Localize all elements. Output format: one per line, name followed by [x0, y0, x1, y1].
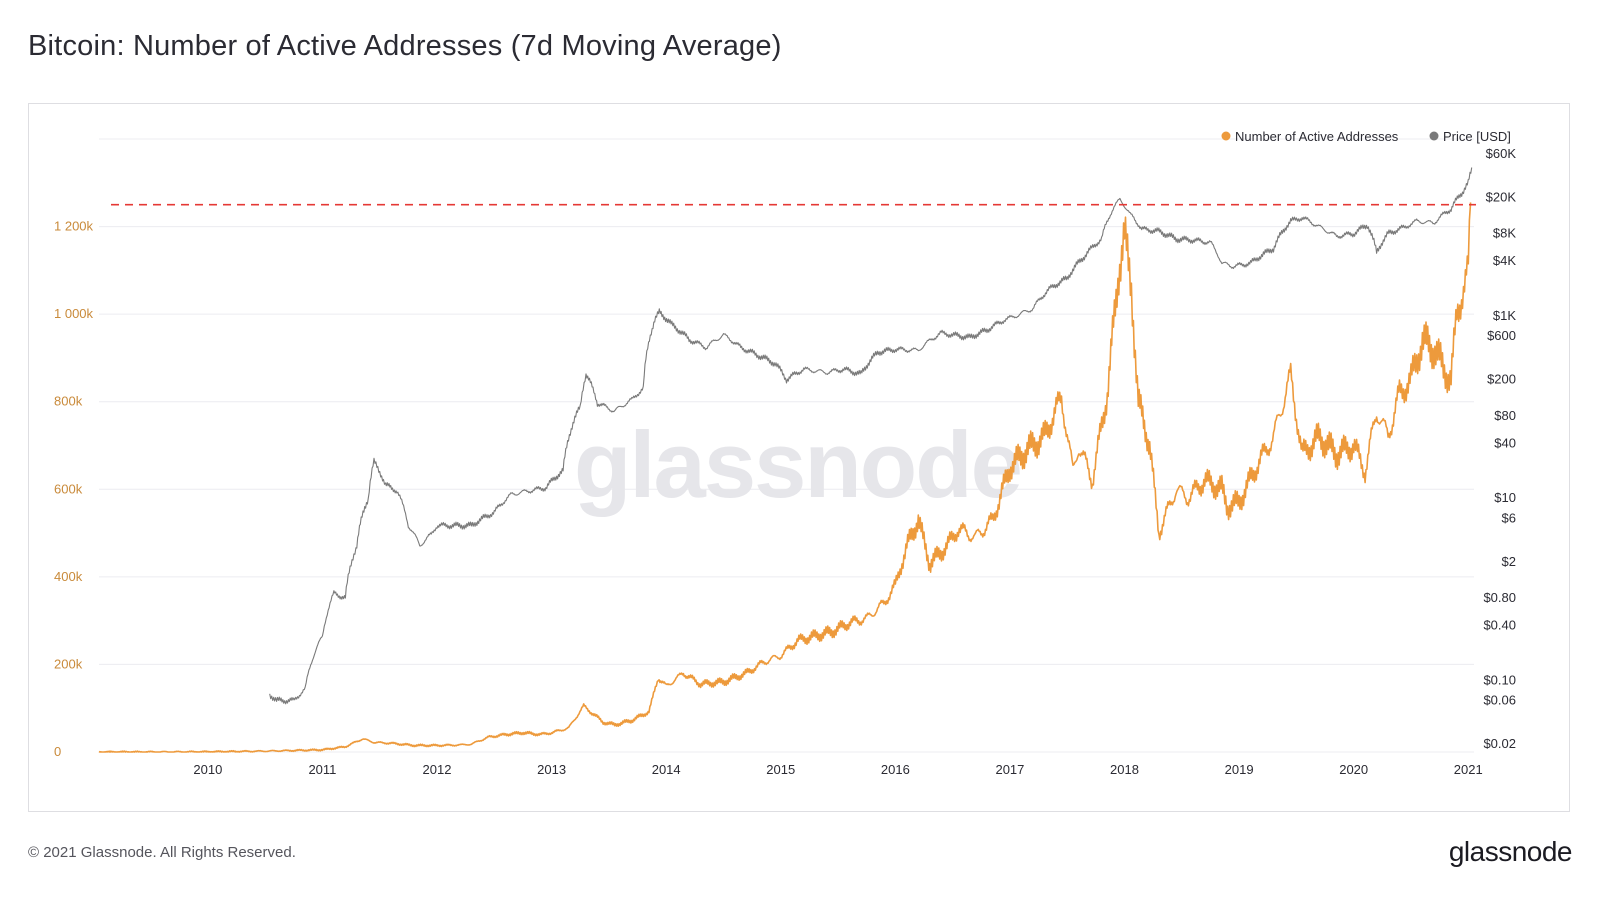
legend-swatch	[1429, 131, 1439, 141]
left-tick-label: 800k	[54, 394, 83, 409]
right-tick-label: $0.10	[1483, 672, 1516, 687]
left-tick-label: 1 200k	[54, 219, 94, 234]
right-tick-label: $40	[1494, 435, 1516, 450]
legend-label: Number of Active Addresses	[1235, 129, 1399, 144]
left-tick-label: 400k	[54, 569, 83, 584]
right-tick-label: $80	[1494, 408, 1516, 423]
x-tick-label: 2010	[193, 762, 222, 777]
x-tick-label: 2021	[1454, 762, 1483, 777]
right-tick-label: $8K	[1493, 226, 1516, 241]
right-tick-label: $4K	[1493, 253, 1516, 268]
right-tick-label: $6	[1502, 510, 1516, 525]
right-tick-label: $600	[1487, 328, 1516, 343]
right-tick-label: $0.40	[1483, 617, 1516, 632]
active-addresses-line	[98, 202, 1472, 753]
copyright-footer: © 2021 Glassnode. All Rights Reserved.	[28, 844, 296, 861]
x-tick-label: 2020	[1339, 762, 1368, 777]
watermark-text: glassnode	[574, 412, 1021, 517]
x-tick-label: 2015	[766, 762, 795, 777]
right-tick-label: $20K	[1486, 189, 1517, 204]
right-tick-label: $0.06	[1483, 693, 1516, 708]
legend[interactable]: Number of Active Addresses Price [USD]	[1221, 129, 1511, 144]
left-tick-label: 600k	[54, 481, 83, 496]
x-tick-label: 2011	[308, 762, 336, 777]
x-tick-label: 2018	[1110, 762, 1139, 777]
x-tick-label: 2017	[995, 762, 1024, 777]
x-tick-label: 2016	[881, 762, 910, 777]
legend-swatch	[1221, 131, 1231, 141]
right-tick-label: $1K	[1493, 308, 1516, 323]
right-axis-ticks: $0.02 $0.06 $0.10 $0.40 $0.80 $2 $6 $10 $40 $80 $2…	[1483, 146, 1516, 751]
left-tick-label: 200k	[54, 656, 83, 671]
left-tick-label: 0	[54, 744, 61, 759]
right-tick-label: $10	[1494, 490, 1516, 505]
right-tick-label: $60K	[1486, 146, 1517, 161]
glassnode-logo: glassnode	[1448, 836, 1573, 867]
x-tick-label: 2019	[1225, 762, 1254, 777]
x-tick-label: 2013	[537, 762, 566, 777]
x-tick-label: 2014	[652, 762, 681, 777]
chart-panel: glassnode 0 200k 400k 600k 800k 1 000k 1 200k …	[28, 103, 1570, 812]
left-axis-ticks: 0 200k 400k 600k 800k 1 000k 1 200k	[54, 219, 94, 759]
x-tick-label: 2012	[423, 762, 452, 777]
legend-label: Price [USD]	[1443, 129, 1511, 144]
chart-title: Bitcoin: Number of Active Addresses (7d …	[28, 30, 782, 62]
series-lines	[98, 167, 1473, 753]
right-tick-label: $0.02	[1483, 736, 1516, 751]
right-tick-label: $0.80	[1483, 590, 1516, 605]
x-axis-ticks: 2010 2011 2012 2013 2014 2015 2016 2017 2018 2019…	[193, 762, 1482, 777]
right-tick-label: $200	[1487, 372, 1516, 387]
right-tick-label: $2	[1502, 554, 1516, 569]
grid-lines	[99, 138, 1474, 753]
price-line	[269, 167, 1473, 705]
left-tick-label: 1 000k	[54, 306, 94, 321]
